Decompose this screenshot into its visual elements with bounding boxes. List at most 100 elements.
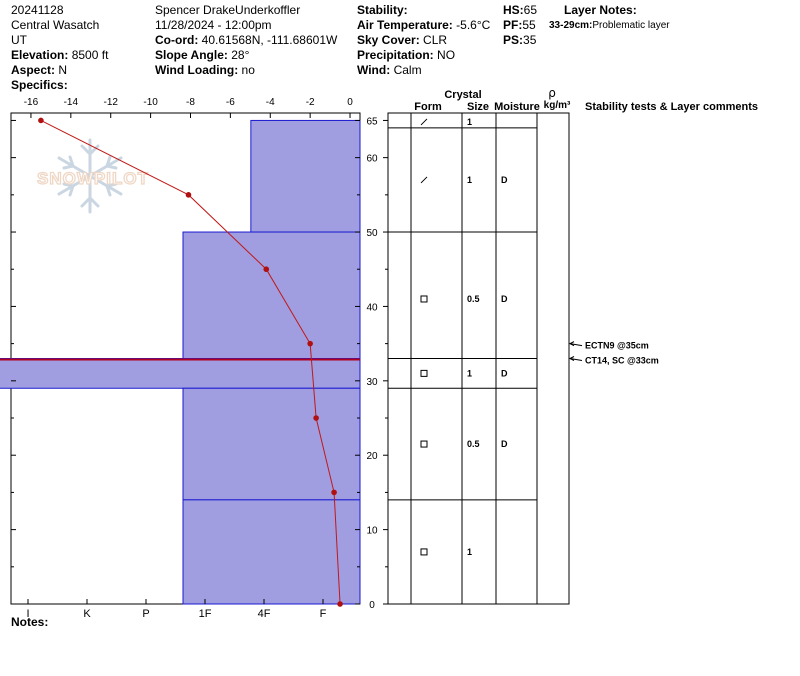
layer-note-text: Problematic layer: [592, 20, 670, 31]
hardness-tick-label: I: [26, 608, 29, 620]
square-icon: [420, 369, 428, 377]
rho-header: ρ: [548, 86, 556, 100]
precip-value: NO: [437, 48, 456, 62]
ps-row: PS:35: [503, 33, 537, 48]
height-axis: 0 10 20 30 40 50 60 65: [11, 116, 388, 611]
coord-value: 40.61568N, -111.68601W: [201, 33, 338, 47]
crystal-size: 0.5: [467, 439, 480, 449]
temperature-point: [331, 489, 337, 496]
height-tick-label: 30: [366, 377, 378, 388]
wind-loading-row: Wind Loading: no: [155, 63, 337, 78]
temperature-point: [307, 340, 313, 347]
snowflake-icon: [57, 138, 123, 214]
header-layer-notes: Layer Notes: 33-29cm:Problematic layer: [549, 3, 670, 33]
header-depths: HS:65 PF:55 PS:35: [503, 3, 537, 48]
moisture-value: D: [501, 439, 508, 449]
aspect-row: Aspect: N: [11, 63, 108, 78]
air-temp-value: -5.6°C: [456, 18, 491, 32]
precip-row: Precipitation: NO: [357, 48, 490, 63]
moisture-value: D: [501, 294, 508, 304]
layer-notes-label: Layer Notes:: [564, 3, 637, 17]
pf-row: PF:55: [503, 18, 537, 33]
crystal-header: Crystal: [444, 89, 481, 101]
square-icon: [420, 548, 428, 556]
temperature-point: [185, 192, 192, 198]
temp-tick-label: -4: [266, 97, 275, 108]
hs-label: HS:: [503, 3, 524, 17]
header-left: 20241128 Central Wasatch UT Elevation: 8…: [11, 3, 108, 93]
stability-label: Stability:: [357, 3, 408, 17]
aspect-value: N: [58, 63, 68, 77]
moisture-header: Moisture: [494, 101, 540, 113]
temp-tick-label: -6: [226, 97, 235, 108]
layer-table: 1 1 D 0.5 D 1 D 0.5 D 1: [388, 117, 537, 557]
slope-value: 28°: [231, 48, 250, 62]
wind-loading-label: Wind Loading:: [155, 63, 239, 77]
wind-row: Wind: Calm: [357, 63, 490, 78]
hs-value: 65: [523, 3, 538, 17]
test-arrowhead: [568, 341, 575, 347]
pf-value: 55: [522, 18, 536, 32]
hardness-tick-label: F: [320, 608, 327, 620]
observer-name: Spencer DrakeUnderkoffler: [155, 3, 301, 17]
temp-tick-label: -12: [103, 97, 118, 108]
notes-label: Notes:: [11, 615, 48, 629]
state: UT: [11, 33, 27, 47]
test-arrow: [569, 358, 583, 361]
temperature-point: [313, 415, 319, 421]
height-tick-label: 20: [366, 451, 378, 462]
slash-icon: [420, 118, 428, 126]
height-tick-label: 65: [366, 116, 378, 127]
hardness-tick-label: P: [142, 608, 149, 620]
wind-loading-value: no: [241, 63, 255, 77]
hardness-layers: [0, 119, 361, 605]
temperature-point: [337, 601, 343, 607]
elevation-label: Elevation:: [11, 48, 69, 62]
obs-datetime: 11/28/2024 - 12:00pm: [155, 18, 272, 32]
stability-test-label: CT14, SC @33cm: [585, 356, 659, 366]
crystal-size: 1: [467, 117, 472, 127]
obs-date: 20241128: [11, 3, 64, 17]
snowpilot-watermark: SNOWPILOT: [36, 138, 149, 214]
temperature-point: [38, 117, 44, 124]
temp-tick-label: -14: [64, 97, 79, 108]
elevation-row: Elevation: 8500 ft: [11, 48, 108, 63]
temperature-point: [263, 266, 270, 273]
hardness-layer-bar: [182, 387, 361, 501]
temp-tick-label: -8: [186, 97, 195, 108]
watermark-text: SNOWPILOT: [37, 169, 149, 188]
moisture-value: D: [501, 368, 508, 378]
coord-row: Co-ord: 40.61568N, -111.68601W: [155, 33, 337, 48]
square-icon: [420, 295, 428, 303]
test-arrow: [569, 343, 583, 347]
form-header: Form: [414, 101, 442, 113]
temperature-profile: [38, 117, 343, 607]
height-tick-label: 10: [366, 526, 378, 537]
stability-tests: ECTN9 @35cm CT14, SC @33cm: [568, 341, 659, 366]
moisture-value: D: [501, 175, 508, 185]
temperature-axis: -16 -14 -12 -10 -8 -6 -4 -2 0: [24, 97, 353, 118]
temp-tick-label: -10: [143, 97, 158, 108]
sky-row: Sky Cover: CLR: [357, 33, 490, 48]
hardness-tick-label: 1F: [199, 608, 212, 620]
slope-label: Slope Angle:: [155, 48, 228, 62]
temp-tick-label: -16: [24, 97, 39, 108]
sky-value: CLR: [423, 33, 448, 47]
stability-test-label: ECTN9 @35cm: [585, 341, 649, 351]
hardness-layer-bar: [250, 119, 361, 233]
temp-tick-label: -2: [306, 97, 315, 108]
mountain-range: Central Wasatch: [11, 18, 100, 32]
ps-value: 35: [523, 33, 537, 47]
coord-label: Co-ord:: [155, 33, 199, 47]
hardness-layer-bar: [182, 231, 361, 359]
height-tick-label: 60: [366, 154, 378, 165]
aspect-label: Aspect:: [11, 63, 56, 77]
hardness-tick-label: K: [83, 608, 91, 620]
layer-note-range: 33-29cm:: [549, 20, 593, 31]
air-temp-label: Air Temperature:: [357, 18, 453, 32]
layer-note-row: 33-29cm:Problematic layer: [549, 18, 670, 33]
header-middle: Spencer DrakeUnderkoffler 11/28/2024 - 1…: [155, 3, 337, 78]
crystal-size: 1: [467, 368, 472, 378]
specifics-label: Specifics:: [11, 78, 68, 92]
precip-label: Precipitation:: [357, 48, 434, 62]
